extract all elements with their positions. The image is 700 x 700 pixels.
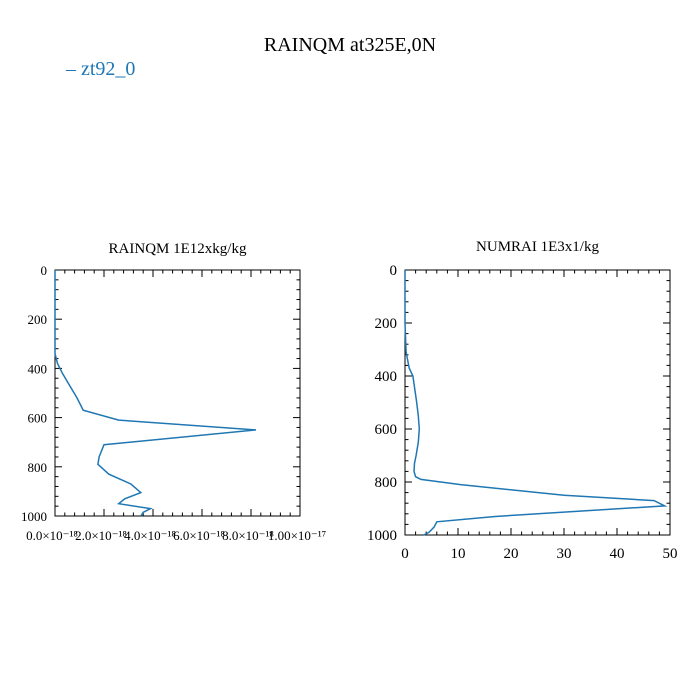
y-tick-label: 0 bbox=[41, 263, 48, 278]
series-line-zt92_0 bbox=[404, 270, 668, 536]
page-title: RAINQM at325E,0N bbox=[263, 34, 437, 56]
x-tick-label: 10 bbox=[451, 546, 466, 562]
y-tick-label: 600 bbox=[28, 411, 48, 426]
y-tick-label: 600 bbox=[375, 422, 398, 438]
y-tick-label: 400 bbox=[375, 369, 398, 385]
y-tick-label: 200 bbox=[28, 312, 48, 327]
series-line-zt92_0 bbox=[54, 270, 256, 517]
x-tick-label: 8.0×10⁻¹⁸ bbox=[222, 528, 274, 543]
plot-frame bbox=[54, 269, 301, 517]
chart-1: RAINQM 1E12xkg/kg 0 200 400 600 800 1000 0.0×10… bbox=[21, 241, 326, 543]
y-tick-label: 800 bbox=[28, 460, 48, 475]
plot-frame bbox=[404, 269, 671, 536]
y-tick-label: 1000 bbox=[21, 509, 47, 524]
x-tick-label: 0.0×10⁻¹⁸ bbox=[26, 528, 78, 543]
x-tick-label: 0 bbox=[401, 546, 409, 562]
x-tick-label: 30 bbox=[557, 546, 572, 562]
y-tick-label: 0 bbox=[390, 263, 398, 279]
x-tick-label: 6.0×10⁻¹⁸ bbox=[173, 528, 225, 543]
chart-title: NUMRAI 1E3x1/kg bbox=[476, 239, 599, 255]
x-tick-label: 40 bbox=[610, 546, 625, 562]
y-tick-label: 1000 bbox=[367, 528, 397, 544]
chart-title: RAINQM 1E12xkg/kg bbox=[109, 241, 247, 257]
x-tick-label: 4.0×10⁻¹⁸ bbox=[124, 528, 176, 543]
y-tick-label: 800 bbox=[375, 475, 398, 491]
x-tick-label: 1.00×10⁻¹⁷ bbox=[268, 528, 326, 543]
x-tick-label: 50 bbox=[663, 546, 678, 562]
legend-label: zt92_0 bbox=[81, 58, 136, 80]
y-tick-label: 400 bbox=[28, 361, 48, 376]
x-tick-label: 20 bbox=[504, 546, 519, 562]
y-tick-label: 200 bbox=[375, 316, 398, 332]
legend-entry: – zt92_0 bbox=[66, 58, 135, 81]
legend-line-marker: – bbox=[66, 58, 81, 80]
x-tick-label: 2.0×10⁻¹⁸ bbox=[75, 528, 127, 543]
